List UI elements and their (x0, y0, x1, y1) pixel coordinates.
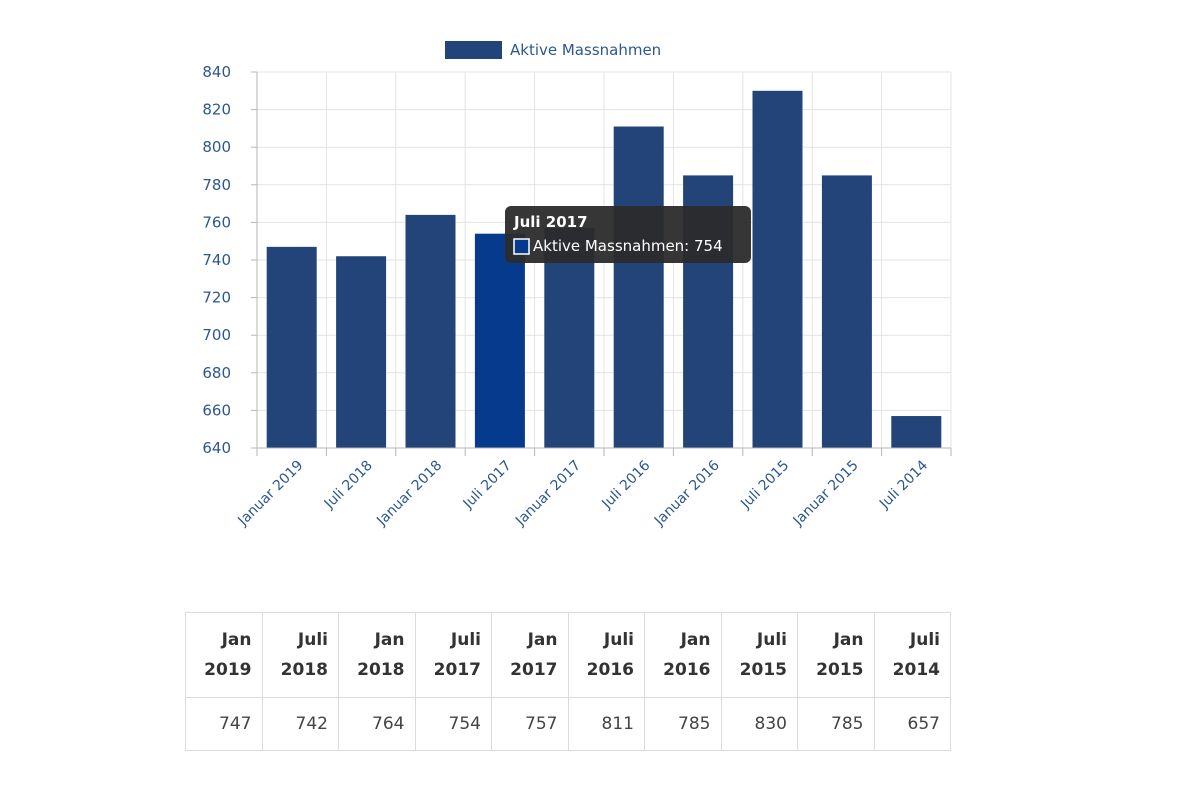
table-cell: 754 (414, 697, 492, 751)
table-header-row: Jan 2019 Juli 2018 Jan 2018 Juli 2017 Jan 2017 Jul… (185, 612, 951, 698)
header-period: Juli (450, 630, 481, 650)
y-tick-label: 640 (202, 439, 231, 457)
x-tick-label: Januar 2019 (234, 458, 306, 530)
header-year: 2015 (816, 660, 864, 680)
x-tick-label: Januar 2017 (512, 458, 584, 530)
bar[interactable] (613, 126, 664, 449)
y-tick-label: 740 (202, 251, 231, 269)
y-tick-label: 680 (202, 364, 231, 382)
x-tick-label: Juli 2016 (598, 457, 653, 512)
header-period: Jan (527, 630, 558, 650)
table-cell: 785 (644, 697, 722, 751)
table-cell: 657 (873, 697, 951, 751)
x-tick-label: Juli 2015 (737, 458, 792, 513)
bar[interactable] (266, 246, 317, 448)
table-header-cell: Jan 2016 (644, 612, 722, 698)
bar-chart: 640 660 680 700 720 740 760 780 800 820 840 Januar… (202, 41, 952, 530)
header-year: 2018 (280, 660, 328, 680)
header-period: Juli (756, 630, 787, 650)
header-period: Jan (374, 630, 405, 650)
y-tick-label: 720 (202, 289, 231, 307)
header-period: Jan (833, 630, 864, 650)
x-tick-label: Juli 2018 (321, 458, 376, 513)
header-period: Juli (909, 630, 940, 650)
table-header-cell: Juli 2017 (414, 612, 492, 698)
header-year: 2017 (510, 660, 558, 680)
tooltip-text: Aktive Massnahmen: 754 (533, 237, 723, 255)
table-header-cell: Jan 2015 (797, 612, 875, 698)
table-header-cell: Jan 2018 (338, 612, 416, 698)
table-cell: 747 (185, 697, 263, 751)
y-tick-label: 820 (202, 101, 231, 119)
table-cell: 811 (567, 697, 645, 751)
table-header-cell: Juli 2018 (261, 612, 339, 698)
x-tick-label: Januar 2016 (651, 457, 723, 529)
header-period: Jan (221, 630, 252, 650)
bar[interactable] (544, 228, 595, 448)
bar[interactable] (891, 416, 942, 448)
y-tick-label: 700 (202, 326, 231, 344)
legend[interactable]: Aktive Massnahmen (445, 41, 661, 59)
data-table: Jan 2019 Juli 2018 Jan 2018 Juli 2017 Jan 2017 Jul… (185, 612, 951, 751)
header-year: 2016 (663, 660, 711, 680)
header-year: 2018 (357, 660, 405, 680)
header-year: 2014 (892, 660, 940, 680)
legend-swatch[interactable] (445, 41, 502, 59)
table-header-cell: Juli 2014 (873, 612, 951, 698)
bar[interactable] (821, 175, 872, 448)
tooltip: Juli 2017 Aktive Massnahmen: 754 (505, 206, 751, 263)
y-tick-label: 760 (202, 213, 231, 231)
bar[interactable] (752, 90, 803, 449)
table-cell: 757 (491, 697, 569, 751)
tooltip-swatch (513, 238, 530, 255)
header-year: 2017 (433, 660, 481, 680)
y-axis-ticks: 640 660 680 700 720 740 760 780 800 820 840 (202, 63, 231, 457)
bar[interactable] (405, 214, 456, 448)
x-tick-label: Januar 2015 (790, 458, 862, 530)
table-header-cell: Jan 2017 (491, 612, 569, 698)
table-cell: 764 (338, 697, 416, 751)
legend-label[interactable]: Aktive Massnahmen (510, 41, 661, 59)
x-tick-label: Juli 2017 (460, 458, 515, 513)
table-cell: 830 (720, 697, 798, 751)
x-tick-label: Januar 2018 (373, 458, 445, 530)
table-cell: 785 (797, 697, 875, 751)
x-tick-label: Juli 2014 (876, 457, 931, 512)
y-tick-label: 800 (202, 138, 231, 156)
table-cell: 742 (261, 697, 339, 751)
table-row: 747 742 764 754 757 811 785 830 785 657 (185, 697, 951, 751)
header-year: 2016 (586, 660, 634, 680)
table-header-cell: Juli 2016 (567, 612, 645, 698)
y-tick-label: 660 (202, 401, 231, 419)
table-header-cell: Juli 2015 (720, 612, 798, 698)
header-period: Juli (297, 630, 328, 650)
y-tick-label: 780 (202, 176, 231, 194)
y-tick-label: 840 (202, 63, 231, 81)
header-year: 2015 (739, 660, 787, 680)
header-year: 2019 (204, 660, 252, 680)
bar[interactable] (474, 233, 525, 448)
tooltip-title: Juli 2017 (513, 213, 588, 231)
tooltip-box (505, 206, 751, 263)
table-header-cell: Jan 2019 (185, 612, 263, 698)
bar[interactable] (336, 256, 387, 448)
header-period: Juli (603, 630, 634, 650)
bars (266, 90, 942, 449)
header-period: Jan (680, 630, 711, 650)
axes (251, 71, 952, 456)
